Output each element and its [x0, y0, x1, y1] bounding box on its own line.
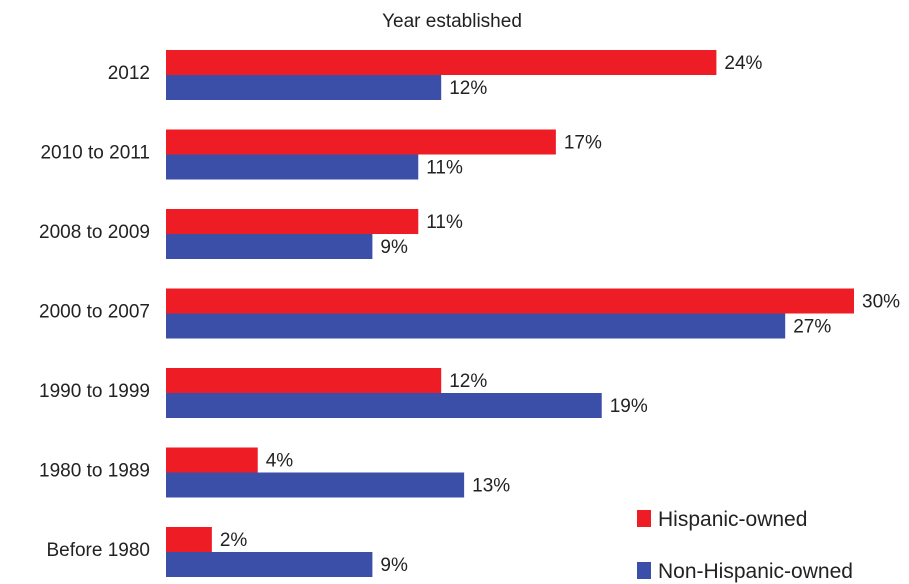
- legend-swatch: [637, 510, 651, 527]
- data-label: 11%: [426, 158, 463, 179]
- non-hispanic-bar: [166, 313, 786, 339]
- data-label: 4%: [266, 451, 294, 472]
- data-label: 17%: [564, 133, 602, 154]
- data-label: 9%: [380, 237, 408, 258]
- category-label: 2008 to 2009: [39, 222, 150, 243]
- non-hispanic-bar: [166, 472, 465, 498]
- data-label: 13%: [472, 476, 510, 497]
- hispanic-bar: [166, 209, 419, 234]
- category-label: 2000 to 2007: [39, 302, 150, 323]
- category-label: 2012: [108, 63, 150, 84]
- hispanic-bar: [166, 50, 717, 75]
- data-label: 12%: [449, 371, 487, 392]
- category-label: 1990 to 1999: [39, 381, 150, 402]
- data-label: 19%: [610, 396, 648, 417]
- hispanic-bar: [166, 527, 212, 552]
- data-label: 2%: [220, 530, 248, 551]
- chart-title: Year established: [382, 11, 522, 32]
- category-label: 2010 to 2011: [40, 143, 150, 164]
- legend-swatch: [637, 562, 651, 579]
- legend: Hispanic-owned Non-Hispanic-owned: [637, 508, 853, 583]
- non-hispanic-bar: [166, 393, 602, 418]
- data-label: 11%: [426, 212, 463, 233]
- labels-layer: 2012 24% 12% 2010 to 2011 17% 11% 2008 to 2009…: [39, 53, 900, 576]
- hispanic-bar: [166, 368, 442, 393]
- data-label: 9%: [380, 555, 408, 576]
- non-hispanic-bar: [166, 154, 419, 180]
- non-hispanic-bar: [166, 234, 373, 259]
- hispanic-bar: [166, 129, 556, 155]
- data-label: 27%: [793, 317, 831, 338]
- data-label: 24%: [724, 53, 762, 74]
- data-label: 30%: [862, 292, 900, 313]
- bars-layer: [166, 50, 854, 577]
- data-label: 12%: [449, 78, 487, 99]
- hispanic-bar: [166, 447, 258, 473]
- non-hispanic-bar: [166, 75, 442, 100]
- legend-label: Non-Hispanic-owned: [658, 560, 853, 583]
- category-label: Before 1980: [46, 540, 150, 561]
- category-label: 1980 to 1989: [39, 461, 150, 482]
- non-hispanic-bar: [166, 552, 373, 577]
- legend-label: Hispanic-owned: [658, 508, 807, 531]
- hispanic-bar: [166, 288, 854, 314]
